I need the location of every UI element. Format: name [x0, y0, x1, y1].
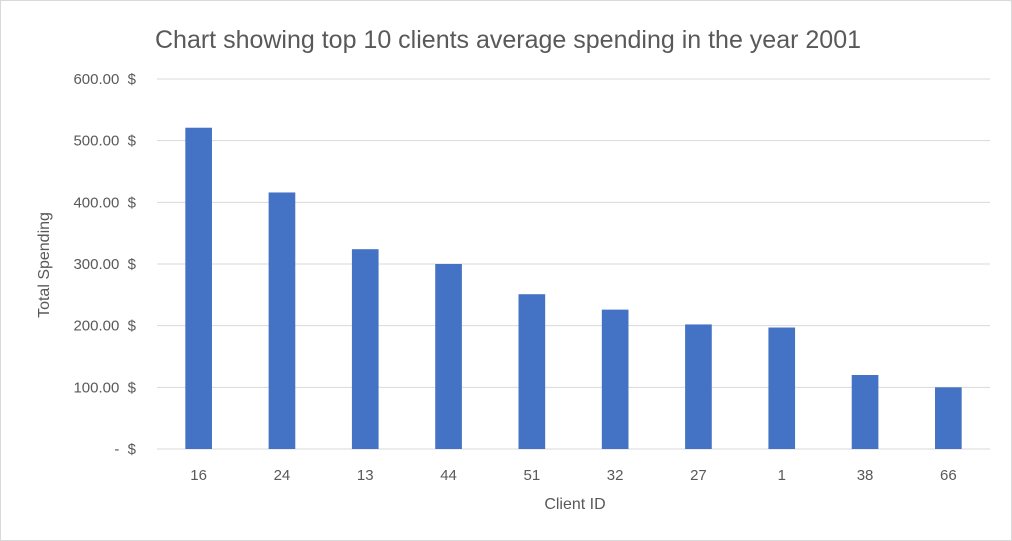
y-tick-label: 600.00 $	[73, 71, 136, 88]
bar-client-1	[768, 327, 796, 449]
bar-client-51	[518, 294, 546, 449]
x-tick-label: 27	[690, 467, 707, 484]
bar-client-44	[435, 264, 462, 449]
y-tick-label: 300.00 $	[73, 256, 136, 273]
bar-client-13	[351, 249, 379, 449]
y-axis-title: Total Spending	[36, 212, 53, 318]
x-tick-label: 32	[607, 467, 624, 484]
bar-client-38	[851, 375, 879, 449]
x-tick-label: 66	[940, 467, 957, 484]
bar-client-66	[935, 387, 962, 449]
y-tick-label: - $	[114, 441, 136, 458]
bar-client-16	[185, 127, 212, 449]
bar-client-27	[685, 324, 712, 449]
y-axis-tick-labels: - $ 100.00 $ 200.00 $ 300.00 $ 400.00 $ 500.0…	[73, 71, 136, 458]
chart-title: Chart showing top 10 clients average spe…	[155, 26, 861, 54]
gridlines	[157, 78, 990, 450]
bar-client-32	[601, 309, 629, 449]
x-tick-label: 44	[440, 467, 457, 484]
x-tick-label: 38	[857, 467, 874, 484]
y-tick-label: 400.00 $	[73, 194, 136, 211]
x-tick-label: 24	[274, 467, 291, 484]
bar-client-24	[268, 192, 296, 449]
x-axis-title: Client ID	[544, 496, 605, 513]
x-tick-label: 1	[778, 467, 786, 484]
x-tick-label: 16	[190, 467, 207, 484]
y-tick-label: 100.00 $	[73, 379, 136, 396]
y-tick-label: 500.00 $	[73, 133, 136, 150]
bars	[185, 127, 962, 449]
x-axis-tick-labels: 16 24 13 44 51 32 27 1 38 66	[190, 467, 956, 484]
y-tick-label: 200.00 $	[73, 318, 136, 335]
x-tick-label: 51	[524, 467, 541, 484]
x-tick-label: 13	[357, 467, 374, 484]
